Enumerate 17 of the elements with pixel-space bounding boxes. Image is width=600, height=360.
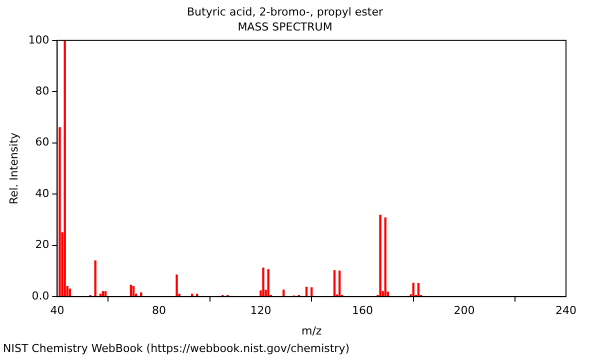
y-tick-label: 80 xyxy=(35,84,50,98)
x-tick-label: 40 xyxy=(50,304,64,318)
chart-subtitle: MASS SPECTRUM xyxy=(238,20,332,34)
y-tick-label: 60 xyxy=(35,136,50,149)
y-tick-label: 40 xyxy=(35,186,50,200)
x-axis-title: m/z xyxy=(301,324,322,338)
y-tick-label: 100 xyxy=(28,33,50,46)
chart-title: Butyric acid, 2-bromo-, propyl ester xyxy=(187,5,384,18)
x-tick-label: 200 xyxy=(454,304,475,318)
x-tick-label: 160 xyxy=(352,304,373,318)
y-axis-title: Rel. Intensity xyxy=(7,132,20,204)
text: NIST Chemistry WebBook (https://webbook.nist.gov/chemistry) xyxy=(3,342,350,355)
y-tick-label: 20 xyxy=(35,238,50,252)
x-tick-label: 240 xyxy=(556,304,576,318)
x-tick-label: 80 xyxy=(152,304,166,318)
x-tick-label: 120 xyxy=(250,304,272,318)
y-tick-label: 0.0 xyxy=(32,289,50,302)
